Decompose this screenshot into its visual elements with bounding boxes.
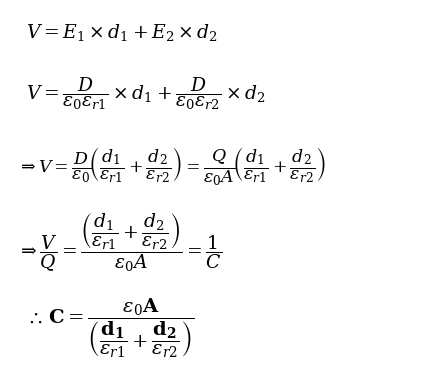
Text: $V = \dfrac{D}{\varepsilon_0\varepsilon_{r1}} \times d_1 + \dfrac{D}{\varepsilon: $V = \dfrac{D}{\varepsilon_0\varepsilon_… [26, 75, 265, 112]
Text: $\therefore\, \mathbf{C} = \dfrac{\boldsymbol{\varepsilon_0}\mathbf{A}}{\left(\d: $\therefore\, \mathbf{C} = \dfrac{\bolds… [26, 297, 194, 360]
Text: $\Rightarrow V = \dfrac{D}{\varepsilon_0}\!\left(\dfrac{d_1}{\varepsilon_{r1}} +: $\Rightarrow V = \dfrac{D}{\varepsilon_0… [17, 145, 326, 187]
Text: $\Rightarrow \dfrac{V}{Q} = \dfrac{\left(\dfrac{d_1}{\varepsilon_{r1}} + \dfrac{: $\Rightarrow \dfrac{V}{Q} = \dfrac{\left… [17, 211, 222, 274]
Text: $V = E_1 \times d_1 + E_2 \times d_2$: $V = E_1 \times d_1 + E_2 \times d_2$ [26, 22, 218, 43]
